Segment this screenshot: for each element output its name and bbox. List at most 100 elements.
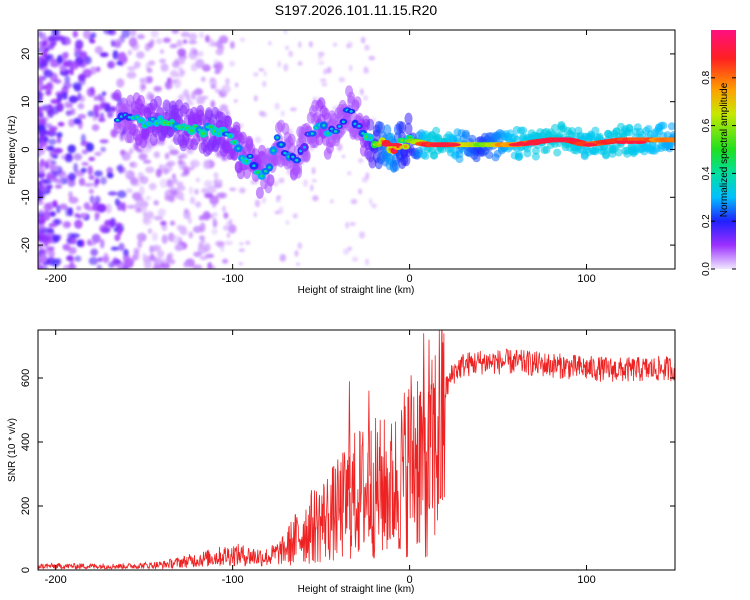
heatmap-cell (177, 159, 184, 165)
heatmap-cell (238, 261, 244, 266)
heatmap-cell (73, 84, 82, 92)
heatmap-cell (188, 32, 198, 41)
heatmap-cell (56, 132, 63, 138)
heatmap-cell (137, 239, 143, 249)
heatmap-cell (194, 88, 203, 96)
heatmap-cell (189, 186, 193, 195)
heatmap-cell (195, 201, 202, 208)
heatmap-cell (43, 211, 51, 221)
heatmap-cell (446, 143, 461, 147)
heatmap-cell (38, 255, 41, 265)
heatmap-cell (67, 144, 76, 154)
heatmap-cell (203, 64, 210, 70)
heatmap-cell (169, 43, 178, 49)
heatmap-cell (274, 210, 280, 215)
colorbar: 0.0 0.2 0.4 0.6 0.8 Normalized spectral ampl… (701, 30, 736, 276)
spectrogram-heatmap (38, 30, 675, 269)
snr-series-line (38, 330, 675, 570)
heatmap-cell (376, 121, 385, 134)
heatmap-cell (294, 166, 303, 179)
heatmap-cell (128, 37, 138, 48)
heatmap-cell (358, 231, 366, 239)
heatmap-cell (361, 132, 365, 135)
heatmap-cell (60, 92, 68, 100)
heatmap-cell (232, 141, 236, 144)
heatmap-cell (55, 35, 65, 41)
heatmap-cell (96, 203, 107, 213)
heatmap-cell (291, 155, 295, 159)
heatmap-cell (248, 155, 252, 158)
heatmap-cell (514, 152, 523, 161)
heatmap-cell (169, 187, 179, 195)
heatmap-cell (221, 129, 225, 132)
heatmap-cell (193, 125, 198, 128)
heatmap-cell (169, 79, 178, 84)
heatmap-cell (302, 146, 307, 149)
heatmap-cell (152, 264, 161, 269)
heatmap-cell (230, 41, 235, 49)
heatmap-cell (73, 153, 83, 161)
heatmap-cell (139, 200, 149, 208)
heatmap-cell (41, 248, 50, 254)
heatmap-cell (287, 142, 296, 155)
heatmap-cell (100, 176, 107, 185)
heatmap-cell (77, 73, 86, 82)
heatmap-cell (152, 244, 162, 252)
heatmap-cell (164, 80, 174, 90)
heatmap-cell (371, 203, 377, 209)
heatmap-cell (56, 136, 62, 144)
heatmap-cell (137, 34, 145, 40)
heatmap-cell (134, 207, 142, 213)
heatmap-cell (158, 117, 162, 121)
heatmap-cell (40, 234, 51, 242)
heatmap-cell (203, 180, 213, 188)
heatmap-cell (352, 256, 359, 262)
heatmap-cell (267, 166, 271, 169)
heatmap-cell (151, 117, 155, 121)
heatmap-cell (664, 137, 675, 143)
heatmap-cell (353, 96, 362, 109)
heatmap-cell (137, 94, 145, 107)
heatmap-cell (147, 228, 153, 234)
heatmap-cell (213, 179, 218, 185)
x-tick-label: -100 (222, 273, 244, 285)
heatmap-cell (38, 190, 42, 198)
heatmap-cell (96, 264, 102, 269)
heatmap-cell (139, 78, 145, 83)
heatmap-cell (321, 82, 328, 87)
heatmap-cell (74, 219, 83, 229)
heatmap-cell (400, 139, 404, 142)
heatmap-cell (199, 222, 206, 233)
heatmap-cell (161, 234, 168, 244)
heatmap-cell (49, 211, 56, 217)
heatmap-cell (106, 172, 114, 179)
heatmap-cell (264, 170, 268, 173)
heatmap-cell (341, 120, 345, 124)
y-tick-label: 200 (20, 497, 32, 515)
heatmap-cell (107, 111, 114, 119)
heatmap-cell (212, 212, 218, 217)
heatmap-cell (317, 51, 325, 57)
heatmap-cell (191, 161, 195, 170)
heatmap-cell (149, 253, 155, 260)
heatmap-cell (232, 121, 241, 134)
heatmap-cell (326, 66, 332, 74)
heatmap-cell (147, 122, 151, 125)
heatmap-cell (38, 106, 43, 116)
heatmap-cell (95, 66, 101, 73)
heatmap-cell (468, 134, 477, 143)
spectrogram-y-ticks: -20 -10 0 10 20 (20, 48, 675, 253)
heatmap-cell (74, 255, 82, 262)
heatmap-cell (191, 90, 197, 100)
heatmap-cell (229, 60, 236, 67)
heatmap-cell (398, 121, 407, 134)
heatmap-cell (308, 41, 313, 48)
heatmap-cell (94, 151, 102, 156)
heatmap-cell (38, 117, 42, 127)
heatmap-cell (162, 168, 169, 175)
heatmap-cell (105, 203, 112, 214)
spectrogram-noise (38, 30, 377, 269)
heatmap-cell (225, 77, 230, 86)
heatmap-cell (177, 155, 183, 160)
